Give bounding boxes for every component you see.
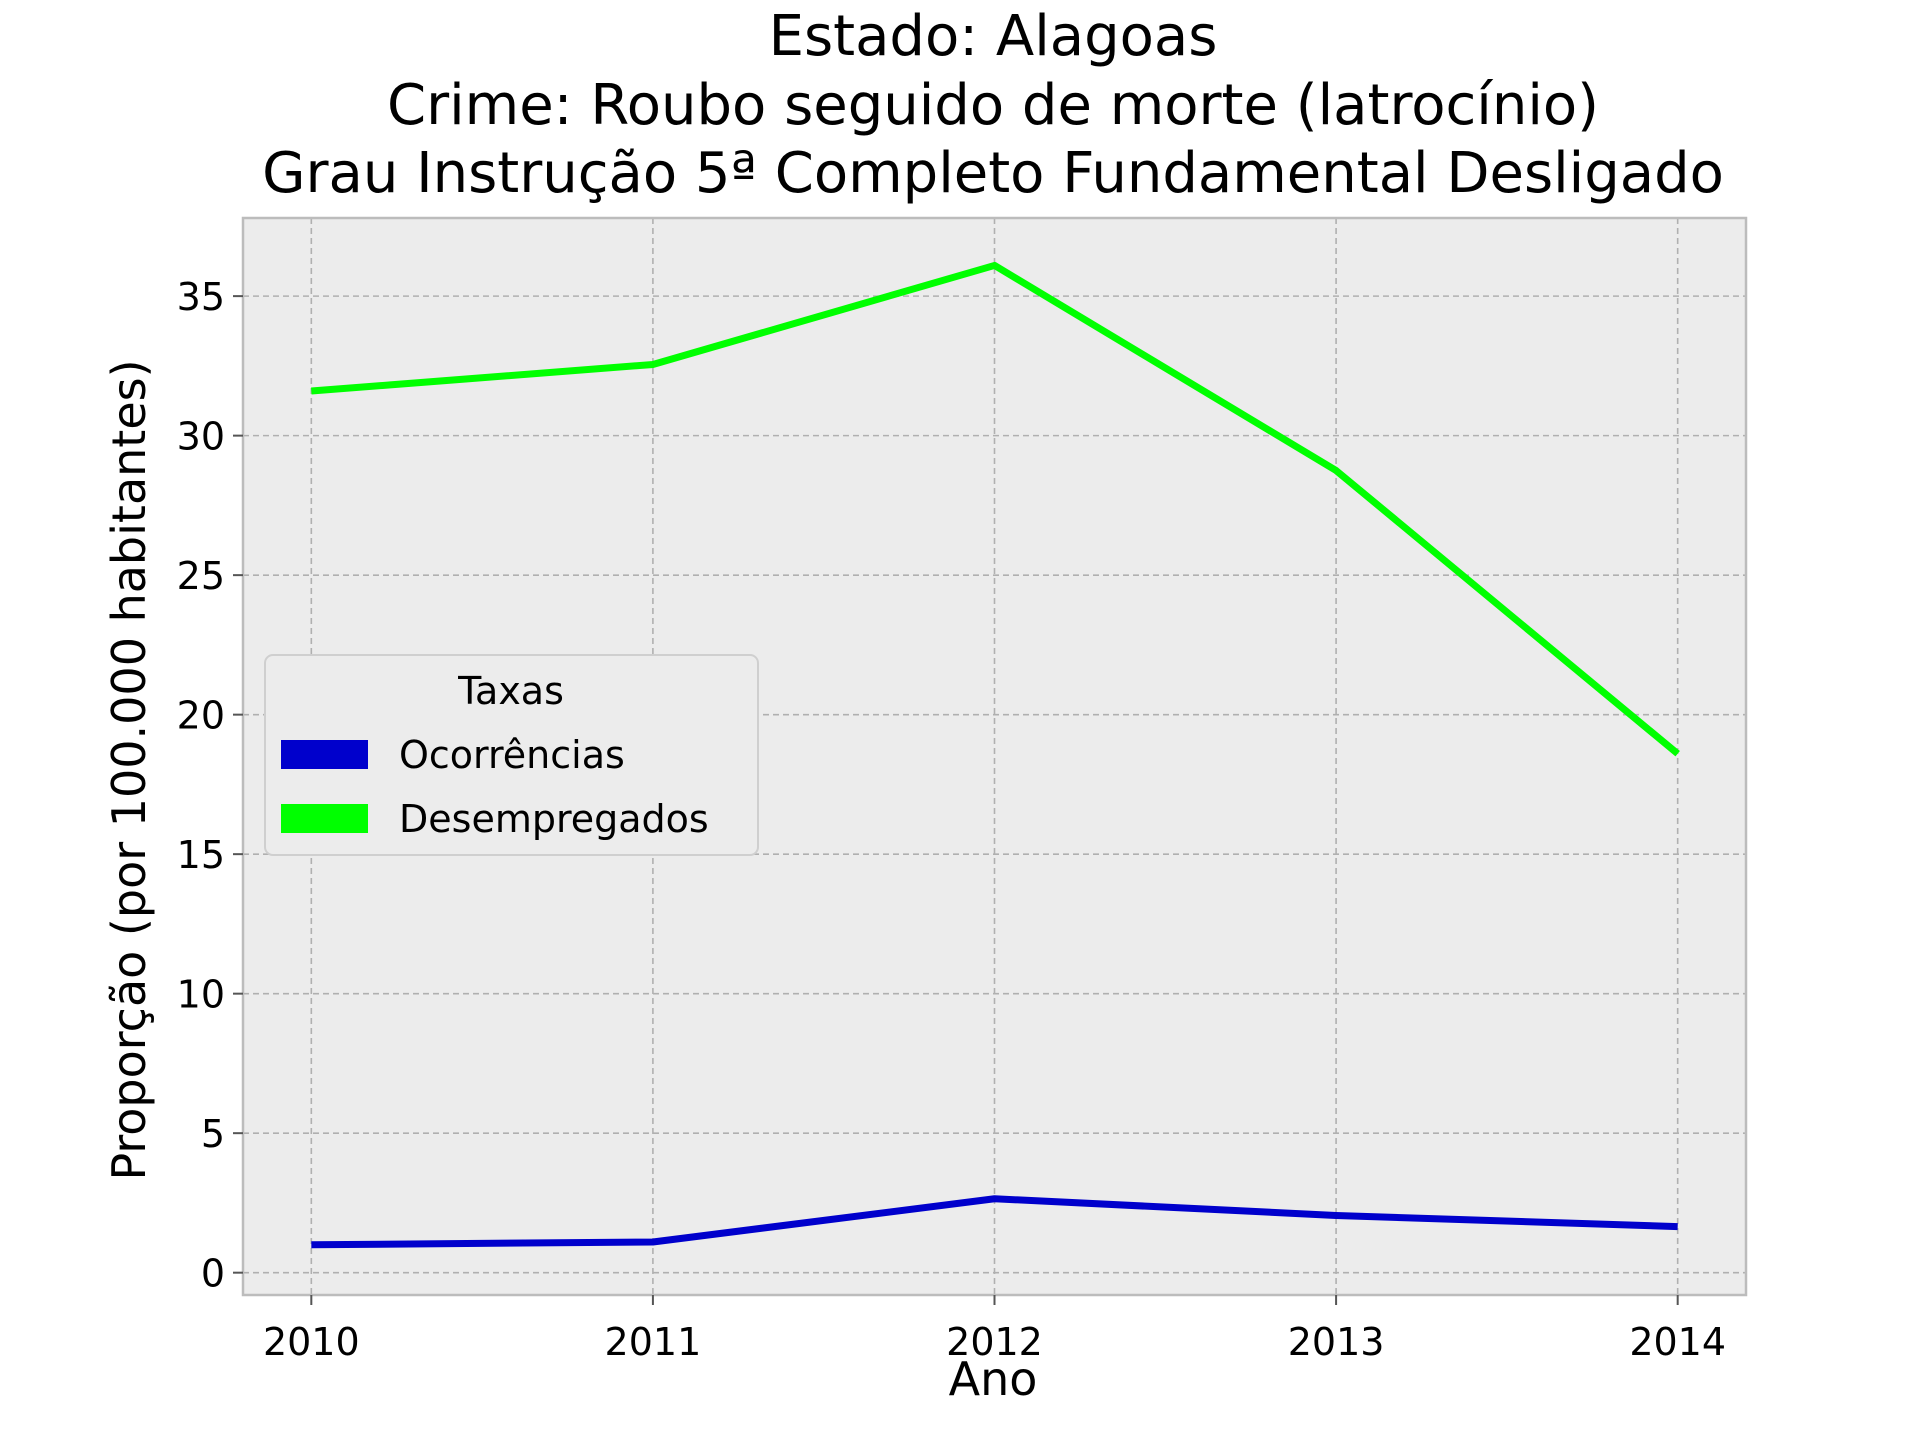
legend-box [264,654,759,856]
x-tick-label: 2014 [1629,1320,1726,1364]
y-tick-label: 10 [177,973,225,1017]
legend-swatch-ocorrencias [281,740,368,769]
y-tick-label: 25 [177,554,225,598]
series-line-ocorrencias [311,1195,1678,1249]
series-lines [311,261,1680,1249]
y-tick-label: 35 [177,275,225,319]
legend-swatch-desempregados [281,804,368,833]
y-tick-label: 20 [177,694,225,738]
series-line-desempregados [311,261,1680,757]
chart-title-line-2: Crime: Roubo seguido de morte (latrocíni… [387,73,1599,138]
y-tick-label: 5 [201,1112,225,1156]
legend-label-ocorrencias: Ocorrências [399,733,625,777]
x-axis-ticks: 2010 2011 2012 2013 2014 [263,1295,1726,1364]
x-axis-label: Ano [949,1352,1038,1406]
x-tick-label: 2010 [263,1320,360,1364]
chart-title-line-1: Estado: Alagoas [769,4,1218,69]
y-axis-label: Proporção (por 100.000 habitantes) [102,359,156,1180]
y-tick-label: 0 [201,1252,225,1296]
chart-title-line-3: Grau Instrução 5ª Completo Fundamental D… [262,141,1724,206]
legend-title: Taxas [457,669,564,713]
x-tick-label: 2012 [946,1320,1043,1364]
y-axis-ticks: 0 5 10 15 20 25 30 35 [177,275,243,1296]
x-tick-label: 2011 [605,1320,702,1364]
x-tick-label: 2013 [1288,1320,1385,1364]
y-tick-label: 30 [177,415,225,459]
legend: Taxas Ocorrências Desempregados [264,654,759,856]
legend-label-desempregados: Desempregados [399,797,709,841]
y-tick-label: 15 [177,833,225,877]
